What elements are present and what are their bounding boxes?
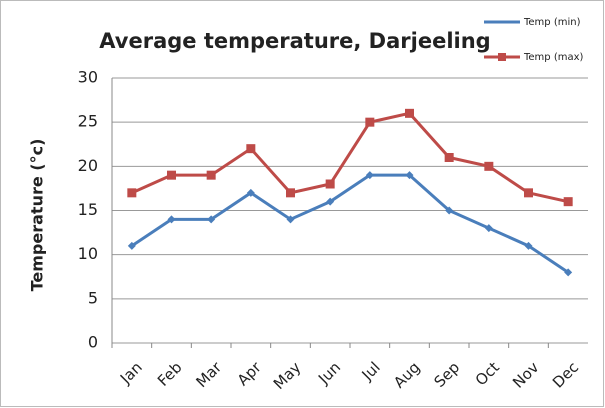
y-tick-label: 5 [88,288,98,307]
marker [444,153,454,162]
y-tick-label: 20 [78,156,98,175]
marker [445,206,454,215]
y-tick-label: 0 [88,333,98,352]
legend-label: Temp (min) [523,17,581,28]
marker [563,197,573,207]
chart-title: Average temperature, Darjeeling [99,29,490,53]
marker [365,171,374,180]
y-tick-label: 10 [78,244,98,263]
legend-label: Temp (max) [523,52,584,63]
marker [167,170,176,180]
marker [246,188,255,197]
marker [325,179,335,189]
marker [207,215,216,224]
y-tick-label: 15 [78,200,98,219]
marker [167,215,176,224]
y-axis-label: Temperature (°c) [28,139,47,292]
marker [127,241,136,250]
marker [484,224,493,233]
marker [246,144,256,154]
marker [405,108,414,118]
marker [206,170,216,180]
marker [484,161,494,171]
marker [326,197,335,206]
line-series [131,111,569,204]
marker [524,188,533,198]
marker [127,188,137,198]
line-series [131,173,569,274]
y-tick-label: 25 [78,112,98,131]
marker [524,241,533,250]
marker [564,268,573,277]
legend-marker [498,53,506,61]
marker [286,215,295,224]
marker [365,117,375,127]
y-tick-label: 30 [78,68,98,87]
marker [405,171,414,180]
marker [286,188,295,198]
